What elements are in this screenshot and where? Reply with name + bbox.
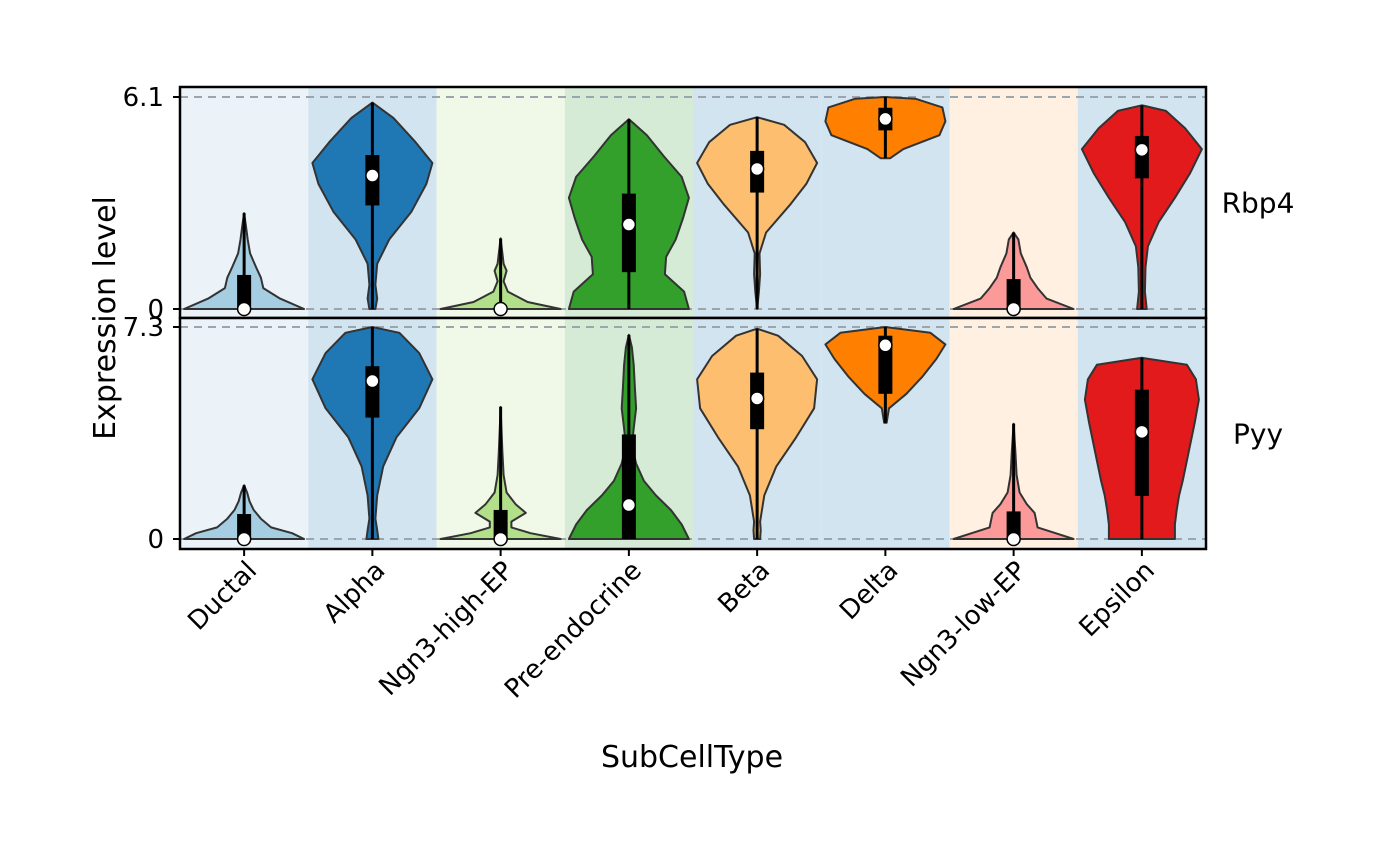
iqr-box [237, 274, 252, 309]
panel-pyy: 7.3 0 Pyy [123, 313, 1283, 555]
violin-epsilon [1083, 356, 1200, 540]
violin-delta [824, 326, 947, 424]
x-axis-title: SubCellType [601, 740, 783, 775]
iqr-box [1134, 135, 1149, 179]
panel-strip-label: Pyy [1233, 418, 1283, 451]
y-axis-title: Expression level [88, 196, 123, 440]
violin-ngn3-high-ep [439, 405, 562, 547]
y-tick-label: 6.1 [123, 83, 164, 113]
violin-epsilon [1080, 104, 1203, 310]
violin-delta [824, 96, 947, 160]
violin-ductal [183, 212, 306, 317]
median-point [749, 161, 765, 177]
x-tick-label: Ngn3-low-EP [895, 556, 1032, 693]
median-point [1006, 301, 1021, 317]
x-tick-label: Epsilon [1074, 556, 1161, 643]
median-point [236, 301, 252, 317]
iqr-box [1134, 389, 1149, 497]
violin-pre-endocrine [567, 118, 690, 310]
violin-alpha [311, 101, 434, 310]
violin-ductal [183, 484, 306, 547]
median-point [1134, 424, 1150, 440]
violin-beta [696, 116, 819, 310]
median-point [365, 373, 380, 389]
x-tick-label: Pre-endocrine [499, 556, 648, 705]
violin-ngn3-high-ep [439, 237, 562, 317]
iqr-box [493, 509, 508, 539]
x-tick-label: Beta [712, 556, 776, 620]
median-point [749, 391, 765, 406]
median-point [878, 338, 893, 353]
x-tick-label: Alpha [318, 556, 391, 629]
x-tick-label: Ngn3-high-EP [374, 556, 520, 702]
panel-rbp4: 6.1 0 Rbp4 [123, 83, 1295, 325]
violin-beta [696, 327, 819, 540]
median-point [621, 497, 637, 513]
violin-pre-endocrine [567, 333, 690, 540]
median-point [878, 111, 893, 127]
panel-strip-label: Rbp4 [1222, 187, 1295, 220]
violin-alpha [311, 326, 434, 540]
median-point [1134, 142, 1150, 158]
iqr-box [621, 434, 636, 539]
y-tick-label: 0 [147, 525, 164, 555]
median-point [1006, 531, 1021, 547]
y-tick-label: 7.3 [123, 313, 164, 343]
median-point [493, 301, 508, 317]
panel-frame [178, 316, 1208, 551]
y-tick-label: 0 [147, 295, 164, 325]
median-point [365, 168, 380, 183]
iqr-box [1006, 511, 1021, 539]
iqr-box [1006, 279, 1021, 309]
iqr-box [621, 193, 636, 273]
median-point [236, 531, 252, 547]
median-point [493, 531, 508, 547]
x-tick-label: Ductal [182, 556, 263, 637]
median-point [621, 217, 637, 232]
violin-ngn3-low-ep [952, 422, 1075, 547]
violin-ngn3-low-ep [952, 231, 1075, 317]
x-tick-label: Delta [834, 556, 904, 626]
